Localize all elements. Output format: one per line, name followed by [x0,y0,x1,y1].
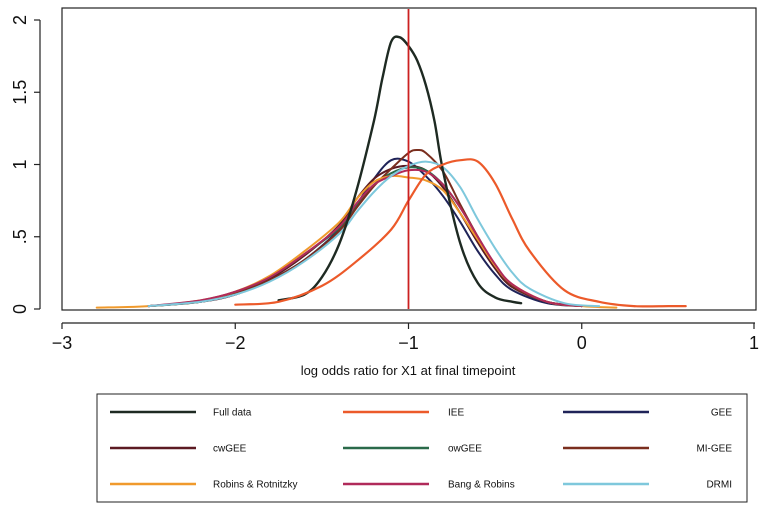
x-tick-label: −1 [398,333,419,353]
legend-label-cwgee: cwGEE [213,444,247,455]
legend-label-full-data: Full data [213,408,252,419]
y-axis: 0 .5 1 1.5 2 [10,15,41,314]
x-axis: −3 −2 −1 0 1 log odds ratio for X1 at final … [52,322,759,378]
y-tick-label: 2 [10,15,30,25]
legend-label-gee: GEE [711,408,732,419]
series-line-cwgee [147,164,583,308]
x-tick-label: 0 [577,333,587,353]
series-line-iee [234,158,687,308]
y-ticks: 0 .5 1 1.5 2 [10,15,40,314]
legend-label-iee: IEE [448,408,464,419]
legend-label-mi-gee: MI-GEE [696,444,732,455]
series-curves [95,35,687,309]
y-tick-label: 1.5 [10,80,30,105]
series-line-bang-robins [147,168,583,308]
x-tick-label: −2 [225,333,246,353]
legend-label-robins-rotnitzky: Robins & Rotnitzky [213,480,297,491]
y-tick-label: .5 [10,229,30,244]
legend: Full data IEE GEE cwGEE owGEE MI-GEE Robins & … [96,393,748,503]
x-axis-label: log odds ratio for X1 at final timepoint [301,363,516,378]
legend-label-drmi: DRMI [706,480,732,491]
plot-area [61,7,757,311]
x-tick-label: −3 [52,333,73,353]
y-tick-label: 0 [10,304,30,314]
y-tick-label: 1 [10,159,30,169]
x-ticks: −3 −2 −1 0 1 [52,323,759,353]
legend-label-bang-robins: Bang & Robins [448,480,515,491]
legend-items: Full data IEE GEE cwGEE owGEE MI-GEE Robins & … [110,408,732,491]
x-tick-label: 1 [749,333,759,353]
legend-label-owgee: owGEE [448,444,482,455]
